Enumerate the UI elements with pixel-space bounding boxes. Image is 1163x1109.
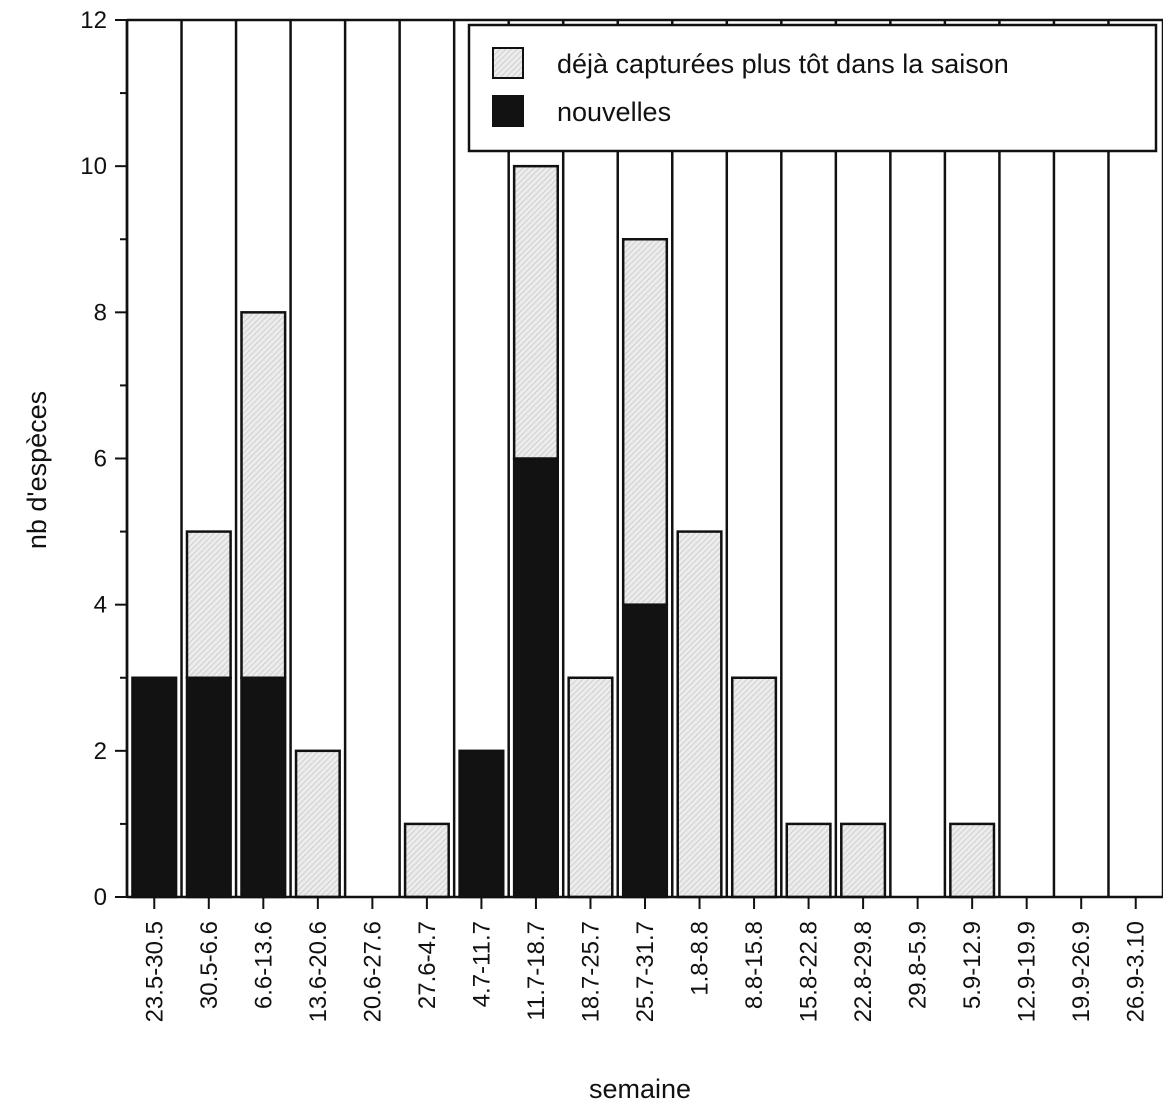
y-tick-label: 2	[94, 738, 107, 765]
x-tick-label: 25.7-31.7	[632, 921, 659, 1022]
bar-deja-capturees	[730, 676, 778, 899]
x-tick-label: 18.7-25.7	[577, 921, 604, 1022]
bar-deja-capturees	[240, 311, 287, 679]
bar-deja-capturees	[785, 822, 832, 899]
bar-deja-capturees	[840, 822, 887, 899]
axes: 0 2 4 6 8 10 12 23.5-30.5 30.5-6.6 6.6-13.6 13.6-2…	[80, 7, 1163, 1022]
legend-box	[467, 23, 1158, 153]
x-tick-label: 29.8-5.9	[905, 921, 932, 1009]
bar-deja-capturees	[185, 530, 232, 679]
bar-deja-capturees	[621, 238, 669, 606]
y-axis-title: nb d'espèces	[22, 391, 52, 549]
bar-deja-capturees	[294, 749, 341, 899]
legend: déjà capturées plus tôt dans la saison n…	[467, 23, 1158, 153]
legend-label-deja-capturees: déjà capturées plus tôt dans la saison	[557, 49, 1009, 79]
legend-swatch-deja-capturees	[492, 47, 524, 79]
x-tick-label: 15.8-22.8	[796, 921, 823, 1022]
bar-deja-capturees	[676, 530, 723, 899]
y-tick-label: 12	[80, 7, 107, 34]
x-tick-label: 11.7-18.7	[523, 921, 550, 1021]
x-tick-label: 27.6-4.7	[414, 921, 441, 1009]
bar-nouvelles	[240, 676, 287, 899]
x-tick-label: 6.6-13.6	[250, 921, 277, 1009]
x-tick-label: 23.5-30.5	[141, 921, 168, 1022]
x-tick-label: 26.9-3.10	[1123, 921, 1150, 1022]
bar-deja-capturees	[403, 822, 450, 899]
y-tick-label: 0	[94, 884, 107, 911]
x-axis-title: semaine	[589, 1074, 691, 1104]
x-tick-label: 5.9-12.9	[959, 921, 986, 1009]
legend-swatch-nouvelles	[492, 95, 524, 127]
grid-lines	[125, 20, 1163, 897]
x-tick-label: 30.5-6.6	[196, 921, 223, 1009]
bars	[131, 164, 996, 899]
bar-deja-capturees	[512, 164, 560, 460]
y-tick-label: 4	[94, 592, 107, 619]
bar-nouvelles	[458, 749, 505, 899]
bar-nouvelles	[621, 603, 669, 899]
x-tick-label: 22.8-29.8	[850, 921, 877, 1022]
x-tick-label: 19.9-26.9	[1068, 921, 1095, 1022]
x-tick-label: 1.8-8.8	[687, 921, 714, 996]
y-tick-label: 6	[94, 446, 107, 473]
x-tick-label: 8.8-15.8	[741, 921, 768, 1009]
legend-label-nouvelles: nouvelles	[557, 97, 671, 127]
y-tick-label: 8	[94, 299, 107, 326]
bar-deja-capturees	[949, 822, 996, 899]
x-tick-label: 4.7-11.7	[468, 921, 495, 1007]
y-tick-label: 10	[80, 153, 107, 180]
x-tick-label: 12.9-19.9	[1014, 921, 1041, 1022]
bar-deja-capturees	[567, 676, 614, 899]
x-tick-label: 13.6-20.6	[305, 921, 332, 1022]
bar-nouvelles	[131, 676, 178, 899]
bar-nouvelles	[512, 457, 560, 899]
bar-nouvelles	[185, 676, 232, 899]
x-tick-label: 20.6-27.6	[359, 921, 386, 1022]
